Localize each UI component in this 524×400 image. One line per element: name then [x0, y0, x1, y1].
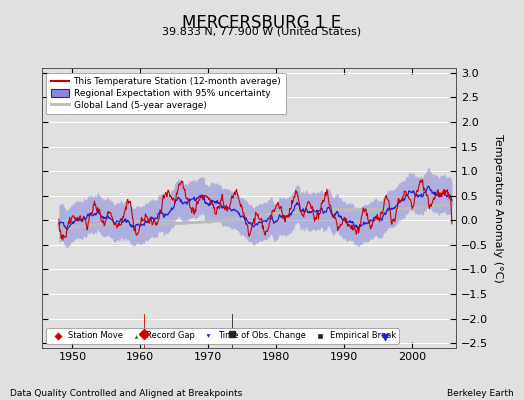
Legend: Station Move, Record Gap, Time of Obs. Change, Empirical Break: Station Move, Record Gap, Time of Obs. C… [46, 328, 399, 344]
Text: 39.833 N, 77.900 W (United States): 39.833 N, 77.900 W (United States) [162, 26, 362, 36]
Text: Data Quality Controlled and Aligned at Breakpoints: Data Quality Controlled and Aligned at B… [10, 389, 243, 398]
Y-axis label: Temperature Anomaly (°C): Temperature Anomaly (°C) [494, 134, 504, 282]
Text: Berkeley Earth: Berkeley Earth [447, 389, 514, 398]
Text: MERCERSBURG 1 E: MERCERSBURG 1 E [182, 14, 342, 32]
